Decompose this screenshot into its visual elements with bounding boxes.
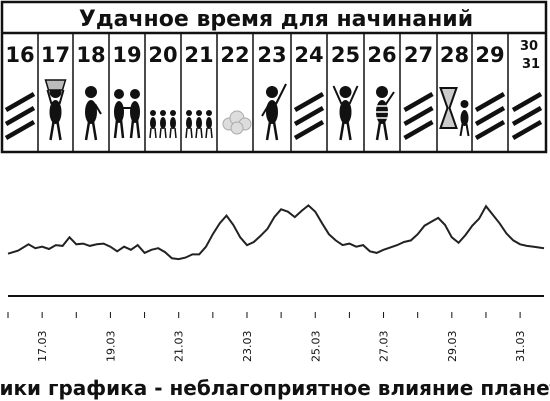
- hatch-icon: [403, 92, 434, 140]
- trophy-figure-icon: [44, 79, 67, 141]
- day-cell: 23: [252, 33, 287, 152]
- hatch-icon: [474, 92, 506, 140]
- day-label: 18: [76, 43, 105, 67]
- cheering-figure-icon: [332, 85, 359, 141]
- line-chart: 17.03 19.03 21.03 23.03 25.03 27.03 29.03 31.03: [7, 204, 545, 363]
- hatch-icon: [293, 92, 325, 140]
- day-cell: 27: [399, 33, 434, 152]
- day-label: 20: [148, 43, 177, 67]
- day-label: 23: [257, 43, 286, 67]
- hourglass-figure-icon: [439, 87, 470, 137]
- day-label: 25: [331, 43, 360, 67]
- day-label: 24: [294, 43, 323, 67]
- day-label: 28: [440, 43, 469, 67]
- x-tick-label: 17.03: [36, 331, 49, 363]
- day-label: 26: [367, 43, 396, 67]
- x-tick-label: 29.03: [446, 331, 459, 363]
- small-figures-icon: [149, 110, 177, 139]
- day-cell: 16: [4, 43, 36, 140]
- day-cell: 18: [72, 33, 106, 152]
- walking-figure-icon: [84, 86, 102, 141]
- chart-caption: Пики графика - неблагоприятное влияние п…: [0, 376, 550, 400]
- x-tick-label: 19.03: [104, 331, 117, 363]
- handshake-figures-icon: [113, 89, 141, 139]
- calendar-table: Удачное время для начинаний 16 17 18 19 20 21…: [0, 0, 548, 154]
- day-cell: 21: [180, 33, 214, 152]
- day-label: 29: [475, 43, 504, 67]
- day-cell: 24: [290, 33, 325, 152]
- x-tick-label: 23.03: [241, 331, 254, 363]
- day-cell: 28: [436, 33, 470, 152]
- x-tick-label: 21.03: [173, 331, 186, 363]
- striped-figure-icon: [375, 86, 395, 141]
- day-cell: 19: [108, 33, 142, 152]
- pointing-figure-icon: [261, 83, 287, 141]
- day-label: 30: [520, 39, 538, 54]
- day-label: 21: [184, 43, 213, 67]
- cloud-icon: [222, 110, 252, 135]
- small-figures-icon: [185, 110, 213, 139]
- day-label: 19: [112, 43, 141, 67]
- day-label: 17: [41, 43, 70, 67]
- day-label: 16: [5, 43, 34, 67]
- calendar-title: Удачное время для начинаний: [79, 7, 473, 32]
- x-axis: 17.03 19.03 21.03 23.03 25.03 27.03 29.03 31.03: [7, 312, 527, 363]
- day-cell: 25: [326, 33, 360, 152]
- day-label: 27: [404, 43, 433, 67]
- x-tick-label: 27.03: [378, 331, 391, 363]
- series-line: [7, 204, 545, 261]
- x-tick-label: 25.03: [309, 331, 322, 363]
- hatch-icon: [511, 92, 543, 140]
- day-cell: 17: [37, 33, 70, 152]
- day-label: 22: [220, 43, 249, 67]
- day-cell: 26: [363, 33, 397, 152]
- day-label-second: 31: [522, 57, 540, 72]
- hatch-icon: [4, 92, 36, 140]
- day-cell: 20: [144, 33, 178, 152]
- day-cell: 22: [216, 33, 252, 152]
- x-tick-label: 31.03: [514, 331, 527, 363]
- day-cell: 29: [471, 33, 506, 152]
